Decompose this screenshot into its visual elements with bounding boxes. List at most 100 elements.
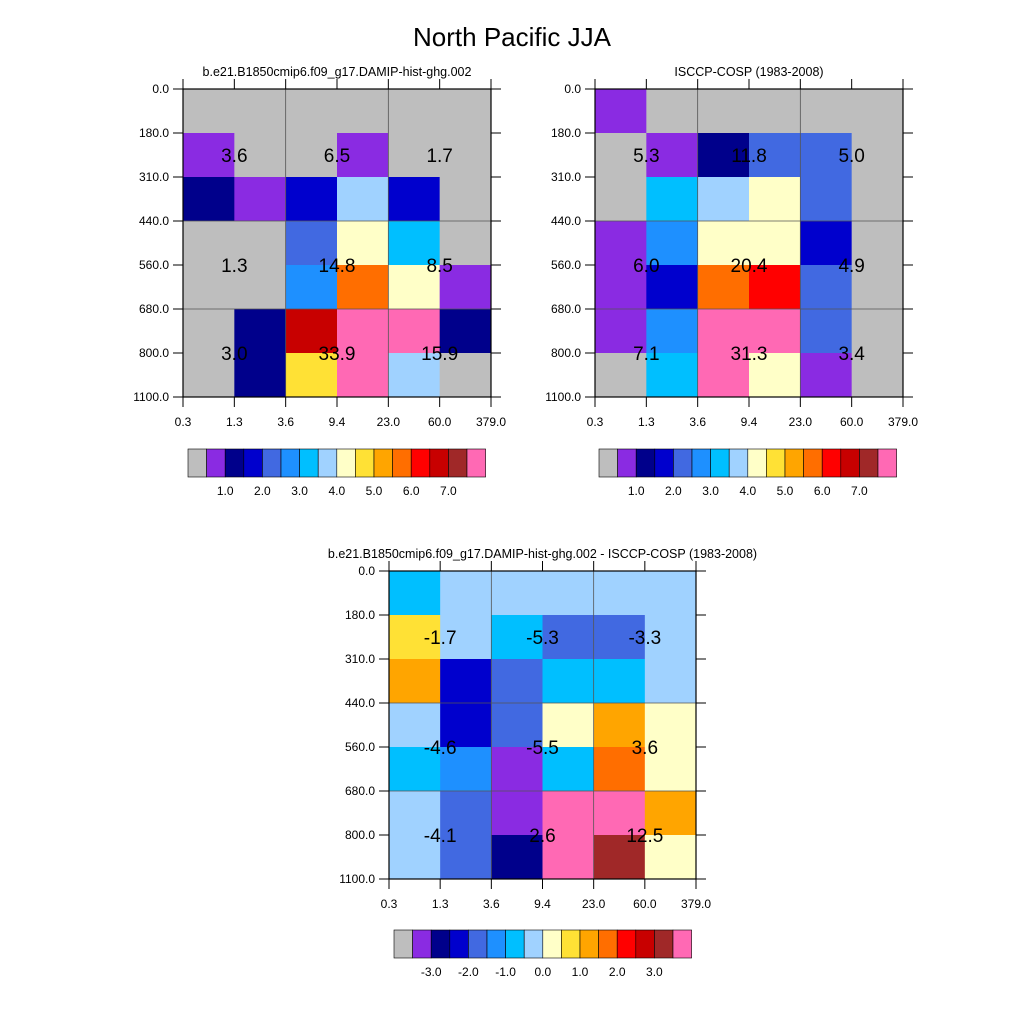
colorbar-box bbox=[410, 448, 431, 478]
cell-value-label: -3.3 bbox=[628, 628, 661, 649]
colorbar-label: 6.0 bbox=[403, 484, 420, 498]
heatmap-cell bbox=[646, 309, 699, 354]
heatmap-cell bbox=[183, 133, 235, 178]
cell-value-label: 20.4 bbox=[731, 256, 768, 277]
y-tick-label: 560.0 bbox=[139, 258, 169, 272]
y-tick-label: 1100.0 bbox=[133, 390, 169, 404]
heatmap-cell bbox=[697, 89, 750, 134]
heatmap-cell bbox=[285, 177, 338, 222]
colorbar-label: -3.0 bbox=[421, 965, 442, 979]
colorbar-label: -1.0 bbox=[495, 965, 516, 979]
y-tick-label: 180.0 bbox=[139, 126, 169, 140]
y-tick-label: 0.0 bbox=[564, 82, 581, 96]
cell-value-label: 3.4 bbox=[838, 344, 865, 365]
heatmap-panel-3: b.e21.B1850cmip6.f09_g17.DAMIP-hist-ghg.… bbox=[328, 547, 757, 979]
heatmap-cell bbox=[439, 309, 492, 354]
y-tick-label: 1100.0 bbox=[339, 872, 375, 886]
cell-value-label: 6.5 bbox=[324, 146, 350, 167]
heatmap-cell bbox=[851, 353, 904, 398]
colorbar-box bbox=[336, 448, 356, 478]
heatmap-cell bbox=[646, 133, 699, 178]
colorbar-box bbox=[617, 448, 637, 478]
colorbar-box bbox=[859, 448, 879, 478]
heatmap-cell bbox=[646, 89, 699, 134]
colorbar-box bbox=[430, 929, 451, 959]
cell-value-label: 15.9 bbox=[421, 344, 458, 365]
x-tick-label: 1.3 bbox=[432, 897, 449, 911]
panel-title: b.e21.B1850cmip6.f09_g17.DAMIP-hist-ghg.… bbox=[203, 65, 472, 79]
colorbar-label: 3.0 bbox=[291, 484, 308, 498]
colorbar-label: -2.0 bbox=[458, 965, 479, 979]
heatmap-cell bbox=[234, 265, 287, 310]
heatmap-cell bbox=[593, 703, 646, 748]
heatmap-cell bbox=[851, 177, 904, 222]
heatmap-cell bbox=[491, 835, 543, 880]
heatmap-cell bbox=[595, 265, 647, 310]
heatmap-cell bbox=[749, 177, 801, 222]
colorbar-label: 5.0 bbox=[777, 484, 794, 498]
colorbar-box bbox=[598, 448, 618, 478]
heatmap-cell bbox=[851, 221, 904, 266]
cell-value-label: 3.6 bbox=[632, 738, 658, 759]
colorbar-box bbox=[691, 448, 711, 478]
heatmap-cell bbox=[389, 835, 441, 880]
colorbar-box bbox=[355, 448, 375, 478]
heatmap-cell bbox=[234, 133, 287, 178]
heatmap-cell bbox=[285, 309, 338, 354]
colorbar-box bbox=[710, 448, 730, 478]
colorbar-label: 1.0 bbox=[572, 965, 589, 979]
heatmap-cell bbox=[491, 703, 543, 748]
heatmap-cell bbox=[800, 133, 853, 178]
heatmap-cell bbox=[800, 309, 853, 354]
x-tick-label: 23.0 bbox=[789, 415, 813, 429]
colorbar-box bbox=[579, 929, 599, 959]
cell-value-label: 1.3 bbox=[221, 256, 247, 277]
y-tick-label: 180.0 bbox=[345, 608, 375, 622]
heatmap-cell bbox=[542, 835, 595, 880]
colorbar-box bbox=[448, 448, 468, 478]
colorbar-box bbox=[449, 929, 469, 959]
cell-value-label: -5.3 bbox=[526, 628, 559, 649]
x-tick-label: 3.6 bbox=[689, 415, 706, 429]
y-tick-label: 0.0 bbox=[358, 564, 375, 578]
colorbar-box bbox=[224, 448, 245, 478]
heatmap-cell bbox=[389, 791, 441, 836]
cell-value-label: -1.7 bbox=[424, 628, 457, 649]
heatmap-cell bbox=[851, 89, 904, 134]
colorbar-label: 0.0 bbox=[534, 965, 551, 979]
colorbar-box bbox=[393, 929, 413, 959]
heatmap-cell bbox=[644, 747, 697, 792]
heatmap-cell bbox=[337, 309, 389, 354]
heatmap-cell bbox=[388, 309, 441, 354]
y-tick-label: 440.0 bbox=[139, 214, 169, 228]
colorbar-label: 4.0 bbox=[739, 484, 756, 498]
colorbar-box bbox=[262, 448, 282, 478]
heatmap-cell bbox=[440, 791, 492, 836]
heatmap-cell bbox=[542, 747, 595, 792]
colorbar-box bbox=[766, 448, 786, 478]
y-tick-label: 440.0 bbox=[551, 214, 581, 228]
cell-value-label: 11.8 bbox=[731, 146, 767, 167]
heatmap-cell bbox=[440, 835, 492, 880]
heatmap-cell bbox=[439, 221, 492, 266]
colorbar-box bbox=[187, 448, 207, 478]
heatmap-cell bbox=[749, 309, 801, 354]
heatmap-cell bbox=[234, 89, 287, 134]
heatmap-cell bbox=[439, 177, 492, 222]
heatmap-cell bbox=[491, 791, 543, 836]
heatmap-cell bbox=[595, 177, 647, 222]
colorbar-box bbox=[373, 448, 393, 478]
heatmap-panel-1: b.e21.B1850cmip6.f09_g17.DAMIP-hist-ghg.… bbox=[133, 65, 506, 498]
heatmap-cell bbox=[800, 177, 853, 222]
colorbar: 1.0 2.0 3.0 4.0 5.0 6.0 7.0 bbox=[598, 448, 897, 498]
heatmap-cell bbox=[439, 89, 492, 134]
x-tick-label: 23.0 bbox=[377, 415, 401, 429]
colorbar-box bbox=[598, 929, 618, 959]
heatmap-cell bbox=[593, 835, 646, 880]
heatmap-cell bbox=[644, 835, 697, 880]
y-tick-label: 1100.0 bbox=[545, 390, 581, 404]
heatmap-cell bbox=[491, 615, 543, 660]
panels: b.e21.B1850cmip6.f09_g17.DAMIP-hist-ghg.… bbox=[133, 65, 918, 979]
x-tick-label: 1.3 bbox=[226, 415, 243, 429]
heatmap-cell bbox=[646, 265, 699, 310]
